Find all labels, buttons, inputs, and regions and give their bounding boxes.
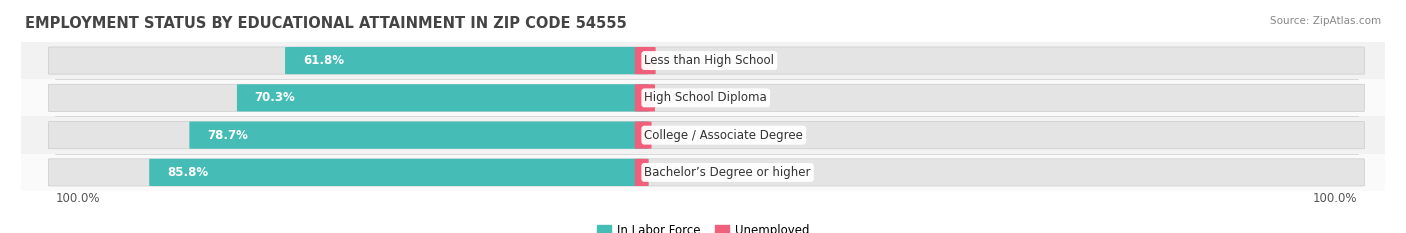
Text: 100.0%: 100.0% <box>1313 192 1358 205</box>
Text: 0.0%: 0.0% <box>655 166 685 179</box>
Text: Source: ZipAtlas.com: Source: ZipAtlas.com <box>1270 16 1381 26</box>
Text: High School Diploma: High School Diploma <box>644 91 768 104</box>
Bar <box>21 42 1385 79</box>
Legend: In Labor Force, Unemployed: In Labor Force, Unemployed <box>592 219 814 233</box>
Text: College / Associate Degree: College / Associate Degree <box>644 129 803 142</box>
Text: Bachelor’s Degree or higher: Bachelor’s Degree or higher <box>644 166 811 179</box>
Text: 4.4%: 4.4% <box>662 54 692 67</box>
FancyBboxPatch shape <box>48 122 1364 149</box>
FancyBboxPatch shape <box>48 159 1364 186</box>
Text: EMPLOYMENT STATUS BY EDUCATIONAL ATTAINMENT IN ZIP CODE 54555: EMPLOYMENT STATUS BY EDUCATIONAL ATTAINM… <box>25 16 627 31</box>
FancyBboxPatch shape <box>238 84 648 111</box>
Text: 61.8%: 61.8% <box>302 54 343 67</box>
FancyBboxPatch shape <box>285 47 648 74</box>
Text: 100.0%: 100.0% <box>55 192 100 205</box>
FancyBboxPatch shape <box>149 159 648 186</box>
Bar <box>21 154 1385 191</box>
Bar <box>21 116 1385 154</box>
Text: 4.0%: 4.0% <box>662 91 692 104</box>
FancyBboxPatch shape <box>190 122 648 149</box>
Text: 78.7%: 78.7% <box>207 129 247 142</box>
Text: 1.9%: 1.9% <box>658 129 689 142</box>
FancyBboxPatch shape <box>636 84 655 111</box>
Bar <box>21 79 1385 116</box>
FancyBboxPatch shape <box>636 159 648 186</box>
FancyBboxPatch shape <box>636 47 655 74</box>
Text: Less than High School: Less than High School <box>644 54 775 67</box>
FancyBboxPatch shape <box>636 122 651 149</box>
Text: 70.3%: 70.3% <box>254 91 295 104</box>
FancyBboxPatch shape <box>48 84 1364 111</box>
FancyBboxPatch shape <box>48 47 1364 74</box>
Text: 85.8%: 85.8% <box>167 166 208 179</box>
